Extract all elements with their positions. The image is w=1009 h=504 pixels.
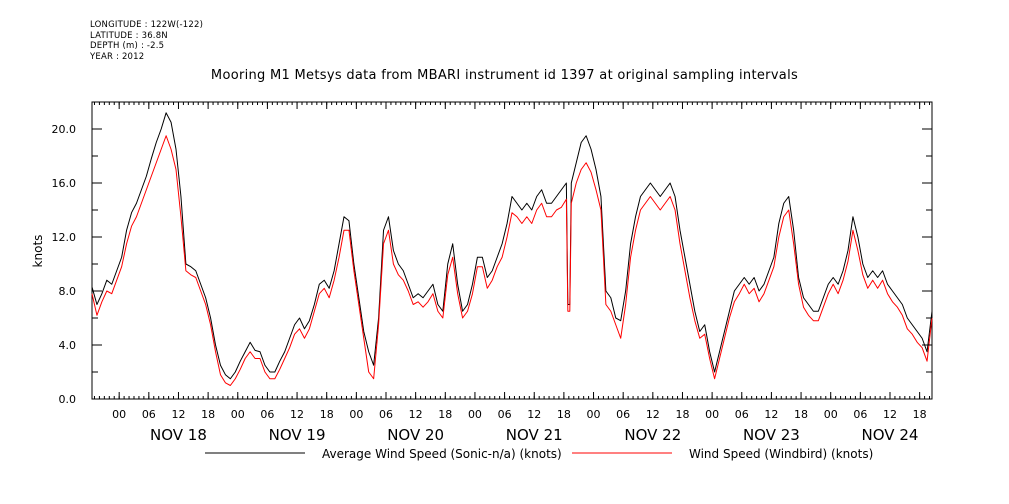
x-tick-label: 06 (735, 408, 749, 421)
x-tick-label: 18 (201, 408, 215, 421)
x-tick-label: 06 (616, 408, 630, 421)
plot-frame-layer (91, 101, 933, 400)
x-tick-label: 12 (764, 408, 778, 421)
x-tick-label: 18 (794, 408, 808, 421)
x-tick-label: 12 (290, 408, 304, 421)
x-tick-label: 00 (587, 408, 601, 421)
y-tick-label: 4.0 (59, 339, 77, 352)
x-tick-label: 12 (883, 408, 897, 421)
x-date-label: NOV 24 (862, 426, 919, 444)
y-tick-label: 20.0 (52, 123, 77, 136)
x-tick-label: 06 (853, 408, 867, 421)
legend-label-average-wind-speed: Average Wind Speed (Sonic-n/a) (knots) (322, 447, 562, 461)
x-tick-label: 18 (438, 408, 452, 421)
x-tick-label: 00 (468, 408, 482, 421)
metadata-block: LONGITUDE : 122W(-122) LATITUDE : 36.8N … (90, 20, 203, 62)
x-tick-label: 12 (171, 408, 185, 421)
x-tick-label: 18 (320, 408, 334, 421)
year-label: YEAR : 2012 (90, 51, 145, 62)
legend: Average Wind Speed (Sonic-n/a) (knots) W… (205, 447, 873, 461)
x-date-label: NOV 22 (624, 426, 681, 444)
y-tick-label: 0.0 (59, 393, 77, 406)
x-tick-label: 00 (349, 408, 363, 421)
x-tick-label: 00 (112, 408, 126, 421)
x-date-label: NOV 20 (387, 426, 444, 444)
y-tick-label: 16.0 (52, 177, 77, 190)
axis-layer: 00 06 12 18 00 06 12 18 00 06 12 18 00 06 12 18 00 06 12 18… (52, 101, 932, 444)
x-tick-label: 06 (260, 408, 274, 421)
x-tick-label: 00 (824, 408, 838, 421)
x-tick-label: 18 (675, 408, 689, 421)
x-tick-label: 06 (379, 408, 393, 421)
x-tick-label: 06 (498, 408, 512, 421)
x-tick-label: 12 (527, 408, 541, 421)
y-tick-label: 8.0 (59, 285, 77, 298)
x-tick-label: 18 (913, 408, 927, 421)
y-axis-title: knots (31, 235, 45, 268)
depth-label: DEPTH (m) : -2.5 (90, 41, 165, 51)
x-tick-label: 12 (646, 408, 660, 421)
latitude-label: LATITUDE : 36.8N (90, 30, 168, 41)
x-date-label: NOV 19 (269, 426, 326, 444)
x-tick-label: 12 (409, 408, 423, 421)
y-tick-label: 12.0 (52, 231, 77, 244)
x-date-label: NOV 18 (150, 426, 207, 444)
chart-title: Mooring M1 Metsys data from MBARI instru… (210, 68, 799, 83)
longitude-label: LONGITUDE : 122W(-122) (90, 20, 204, 30)
x-tick-label: 18 (557, 408, 571, 421)
x-tick-label: 00 (231, 408, 245, 421)
x-date-label: NOV 23 (743, 426, 800, 444)
plot-frame (91, 101, 933, 400)
legend-label-windbird-wind-speed: Wind Speed (Windbird) (knots) (689, 447, 873, 461)
x-tick-label: 00 (705, 408, 719, 421)
x-tick-label: 06 (142, 408, 156, 421)
series-line-average-wind-speed (91, 112, 933, 380)
x-date-label: NOV 21 (506, 426, 563, 444)
series-line-windbird-wind-speed (91, 135, 933, 386)
series-layer (91, 112, 933, 386)
